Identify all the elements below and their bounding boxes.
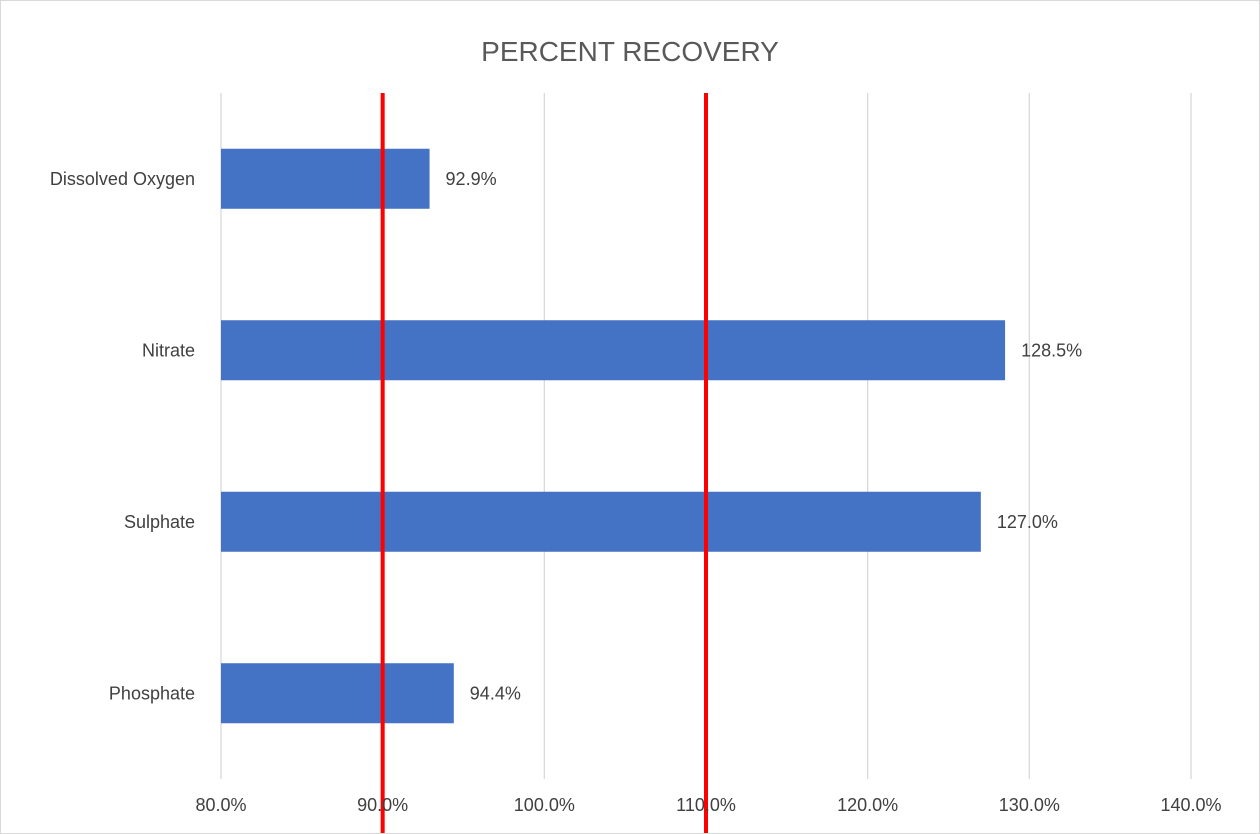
- x-tick-label: 120.0%: [837, 795, 898, 815]
- x-tick-label: 100.0%: [514, 795, 575, 815]
- bar: [221, 320, 1006, 381]
- data-label: 128.5%: [1021, 340, 1082, 360]
- x-tick-label: 140.0%: [1160, 795, 1221, 815]
- x-tick-label: 80.0%: [195, 795, 246, 815]
- category-label: Phosphate: [109, 683, 195, 703]
- data-label: 127.0%: [997, 512, 1058, 532]
- category-label: Sulphate: [124, 512, 195, 532]
- x-tick-label: 130.0%: [999, 795, 1060, 815]
- bar: [221, 663, 454, 724]
- reference-lines: [380, 93, 708, 833]
- bar: [221, 491, 981, 552]
- chart-title: PERCENT RECOVERY: [481, 36, 779, 67]
- labels: 80.0% 90.0% 100.0% 110.0% 120.0% 130.0% 140.0%…: [50, 169, 1222, 815]
- x-tick-label: 90.0%: [357, 795, 408, 815]
- category-label: Nitrate: [142, 340, 195, 360]
- category-label: Dissolved Oxygen: [50, 169, 195, 189]
- data-label: 92.9%: [446, 169, 497, 189]
- x-tick-label: 110.0%: [676, 795, 736, 815]
- bars: [221, 148, 1006, 724]
- data-label: 94.4%: [470, 683, 521, 703]
- bar: [221, 148, 430, 209]
